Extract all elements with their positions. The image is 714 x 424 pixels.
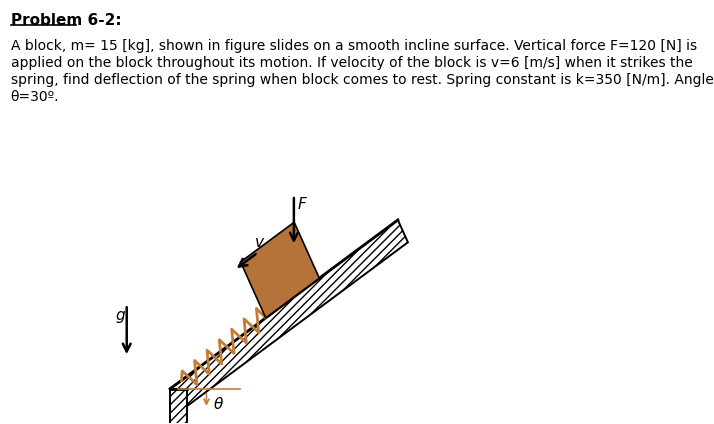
Text: v: v <box>255 234 263 250</box>
Text: Problem 6-2:: Problem 6-2: <box>11 13 121 28</box>
Polygon shape <box>170 389 187 424</box>
Polygon shape <box>170 220 408 411</box>
Text: applied on the block throughout its motion. If velocity of the block is v=6 [m/s: applied on the block throughout its moti… <box>11 56 693 70</box>
Text: F: F <box>298 197 306 212</box>
Text: spring, find deflection of the spring when block comes to rest. Spring constant : spring, find deflection of the spring wh… <box>11 73 713 87</box>
Polygon shape <box>241 222 319 318</box>
Text: g: g <box>116 308 126 324</box>
Text: θ=30º.: θ=30º. <box>11 90 59 104</box>
Text: A block, m= 15 [kg], shown in figure slides on a smooth incline surface. Vertica: A block, m= 15 [kg], shown in figure sli… <box>11 39 697 53</box>
Text: θ: θ <box>214 397 223 412</box>
